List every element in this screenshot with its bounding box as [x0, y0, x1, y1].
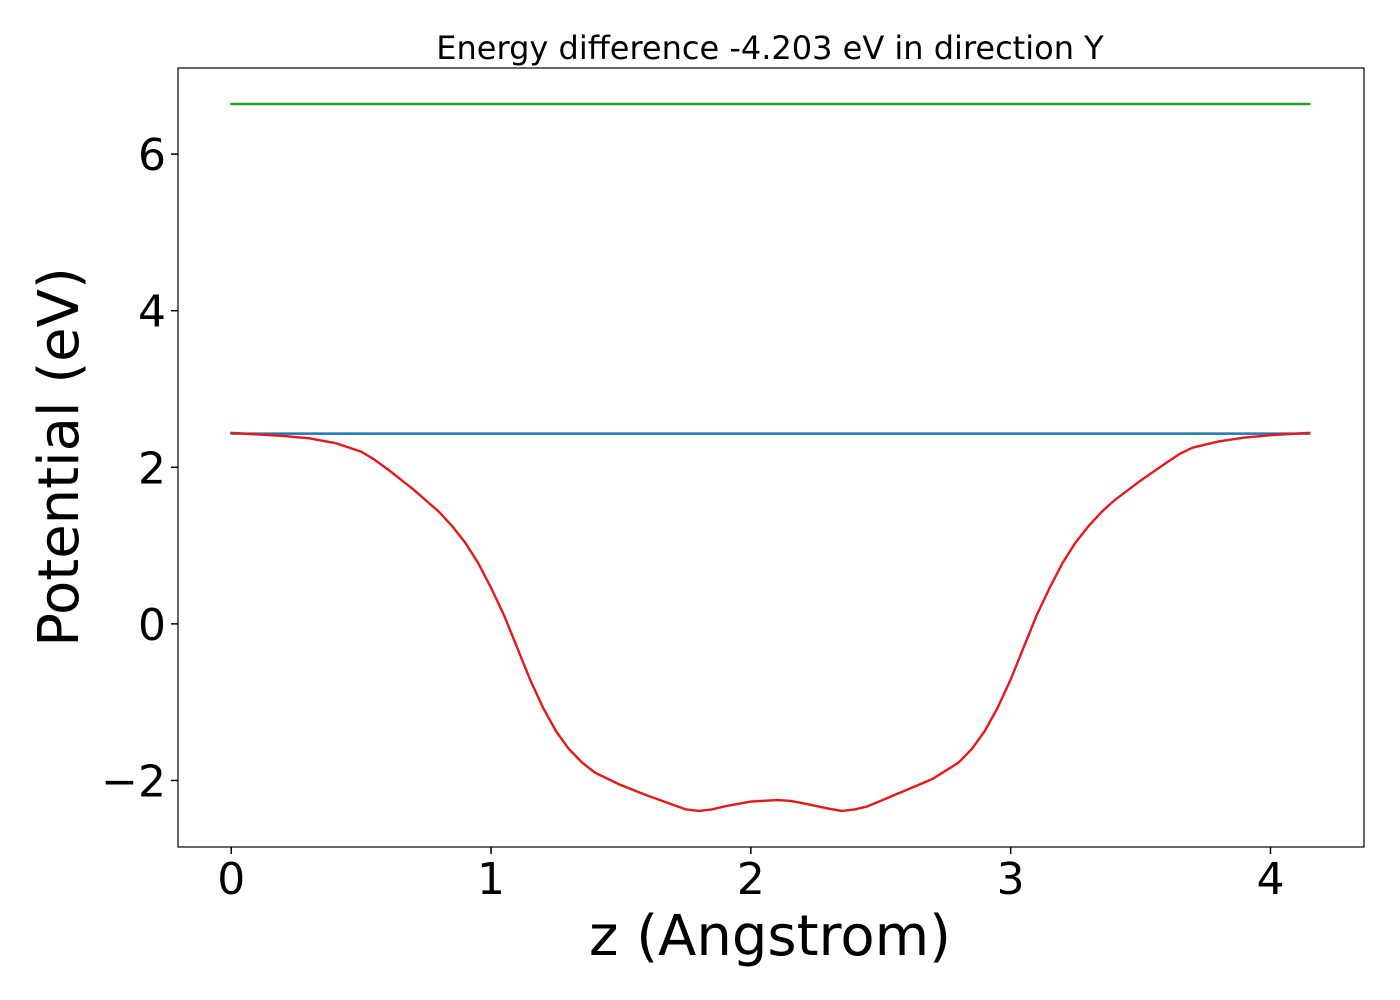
x-tick-label: 2 — [737, 854, 765, 905]
y-tick-label: 6 — [138, 130, 166, 181]
chart-title: Energy difference -4.203 eV in direction… — [436, 29, 1104, 67]
x-axis: 0 1 2 3 4 — [217, 847, 1284, 905]
x-tick-label: 4 — [1256, 854, 1284, 905]
series-line-2 — [230, 431, 1311, 813]
y-tick-label: 4 — [138, 287, 166, 338]
plot-frame — [177, 67, 1365, 848]
x-axis-label: z (Angstrom) — [589, 904, 951, 969]
y-tick-label: 0 — [138, 600, 166, 651]
y-axis-label: Potential (eV) — [27, 267, 92, 647]
y-axis: −2 0 2 4 6 — [101, 130, 178, 807]
plot-area — [230, 102, 1311, 813]
y-tick-label: −2 — [101, 756, 166, 807]
x-tick-label: 1 — [477, 854, 505, 905]
x-tick-label: 3 — [997, 854, 1025, 905]
x-tick-label: 0 — [217, 854, 245, 905]
y-tick-label: 2 — [138, 443, 166, 494]
